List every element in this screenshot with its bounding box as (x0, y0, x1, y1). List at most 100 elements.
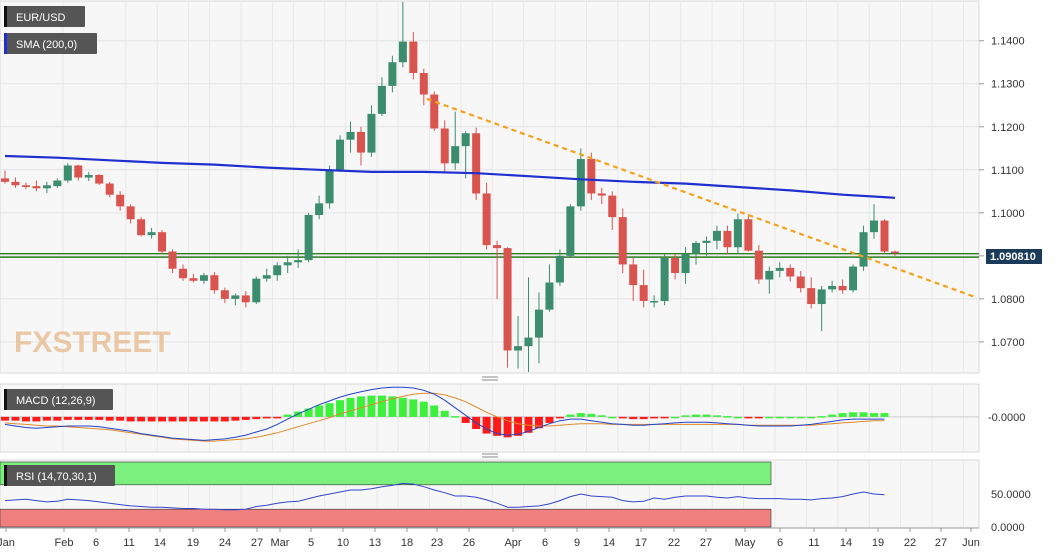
symbol-badge[interactable]: EUR/USD (4, 6, 85, 27)
time-tick-label: 27 (935, 537, 947, 549)
candle-body (178, 268, 187, 279)
candle-body (576, 159, 585, 207)
rsi-tick-label: 50.0000 (991, 489, 1031, 501)
macd-histogram-bar (754, 416, 763, 419)
macd-histogram-bar (545, 416, 554, 423)
support-lines (0, 252, 979, 258)
time-tick-label: 6 (777, 537, 783, 549)
time-tick-label: Mar (271, 537, 290, 549)
candle-body (859, 232, 868, 267)
macd-histogram-bar (63, 416, 72, 420)
sma-line (4, 154, 896, 199)
candle-body (493, 245, 502, 249)
macd-histogram-bar (765, 416, 774, 419)
macd-line (4, 386, 885, 441)
macd-histogram-bar (566, 414, 575, 417)
candle-body (754, 250, 763, 280)
macd-histogram-bar (461, 416, 470, 423)
candle-body (608, 195, 617, 218)
macd-histogram-bar (514, 416, 523, 436)
rsi-badge[interactable]: RSI (14,70,30,1) (4, 465, 115, 486)
macd-histogram-bar (220, 416, 229, 422)
macd-histogram-bar (451, 416, 460, 418)
candle-body (377, 85, 386, 114)
macd-histogram-bar (629, 416, 638, 420)
macd-histogram-bar (817, 416, 826, 418)
macd-histogram-bar (859, 412, 868, 417)
time-tick-label: 23 (431, 537, 443, 549)
macd-histogram-bar (346, 397, 355, 417)
candle-body (158, 232, 167, 252)
candle-body (241, 295, 250, 303)
rsi-resize-handle[interactable] (482, 453, 498, 458)
macd-histogram-bar (137, 416, 146, 422)
macd-resize-handle[interactable] (482, 376, 498, 381)
candle-body (273, 265, 282, 276)
candle-body (126, 206, 135, 220)
trendline (426, 97, 975, 298)
macd-histogram-bar (608, 416, 617, 419)
macd-histogram-bar (807, 416, 816, 419)
time-tick-label: 27 (251, 537, 263, 549)
macd-badge[interactable]: MACD (12,26,9) (4, 389, 113, 410)
macd-histogram-bar (252, 416, 261, 420)
price-tick-label: 1.1000 (991, 208, 1025, 220)
candle-body (545, 282, 554, 310)
sma-badge[interactable]: SMA (200,0) (4, 33, 97, 54)
macd-histogram-bar (880, 413, 889, 417)
macd-histogram-bar (650, 416, 659, 419)
candle-body (786, 267, 795, 277)
candle-body (356, 131, 365, 153)
macd-histogram-bar (534, 416, 543, 429)
rsi-label: RSI (14,70,30,1) (16, 471, 97, 483)
candle-body (514, 346, 523, 351)
candle-body (597, 193, 606, 196)
time-tick-label: 11 (123, 537, 134, 549)
macd-plot (0, 386, 979, 442)
candle-body (733, 219, 742, 248)
time-tick-label: 18 (401, 537, 413, 549)
macd-histogram-bar (356, 396, 365, 417)
time-tick-label: Apr (504, 537, 521, 549)
macd-histogram-bar (482, 416, 491, 434)
grid (0, 2, 979, 527)
candle-body (702, 240, 711, 243)
macd-histogram-bar (409, 399, 418, 417)
macd-histogram-bar (11, 416, 20, 421)
candle-body (524, 337, 533, 347)
macd-histogram-bar (116, 416, 125, 421)
symbol-label: EUR/USD (16, 12, 66, 24)
time-tick-label: 17 (635, 537, 647, 549)
candle-body (21, 185, 30, 187)
candle-body (849, 266, 858, 291)
candle-body (650, 301, 659, 303)
candle-body (346, 131, 355, 140)
macd-histogram-bar (618, 416, 627, 419)
macd-histogram-bar (702, 414, 711, 417)
candle-body (315, 203, 324, 215)
macd-histogram-bar (681, 415, 690, 417)
rsi-line (4, 482, 885, 511)
time-tick-label: 22 (904, 537, 916, 549)
candle-body (325, 169, 334, 204)
time-tick-label: 22 (668, 537, 680, 549)
candle-body (252, 278, 261, 303)
macd-histogram-bar (597, 415, 606, 417)
candle-body (566, 206, 575, 256)
descending-trendline (426, 97, 975, 298)
sma-label: SMA (200,0) (16, 39, 77, 51)
macd-histogram-bar (158, 416, 167, 422)
sma-200-line (4, 154, 896, 199)
candle-body (796, 276, 805, 289)
candle-body (42, 185, 51, 189)
macd-histogram-bar (283, 414, 292, 417)
rsi-oversold-zone (0, 508, 772, 528)
time-tick-label: Jan (0, 537, 15, 549)
candle-body (74, 165, 83, 178)
macd-histogram-bar (189, 416, 198, 422)
macd-histogram-bar (576, 413, 585, 417)
time-tick-label: 5 (308, 537, 314, 549)
macd-histogram-bar (828, 414, 837, 417)
macd-histogram-bar (849, 412, 858, 417)
